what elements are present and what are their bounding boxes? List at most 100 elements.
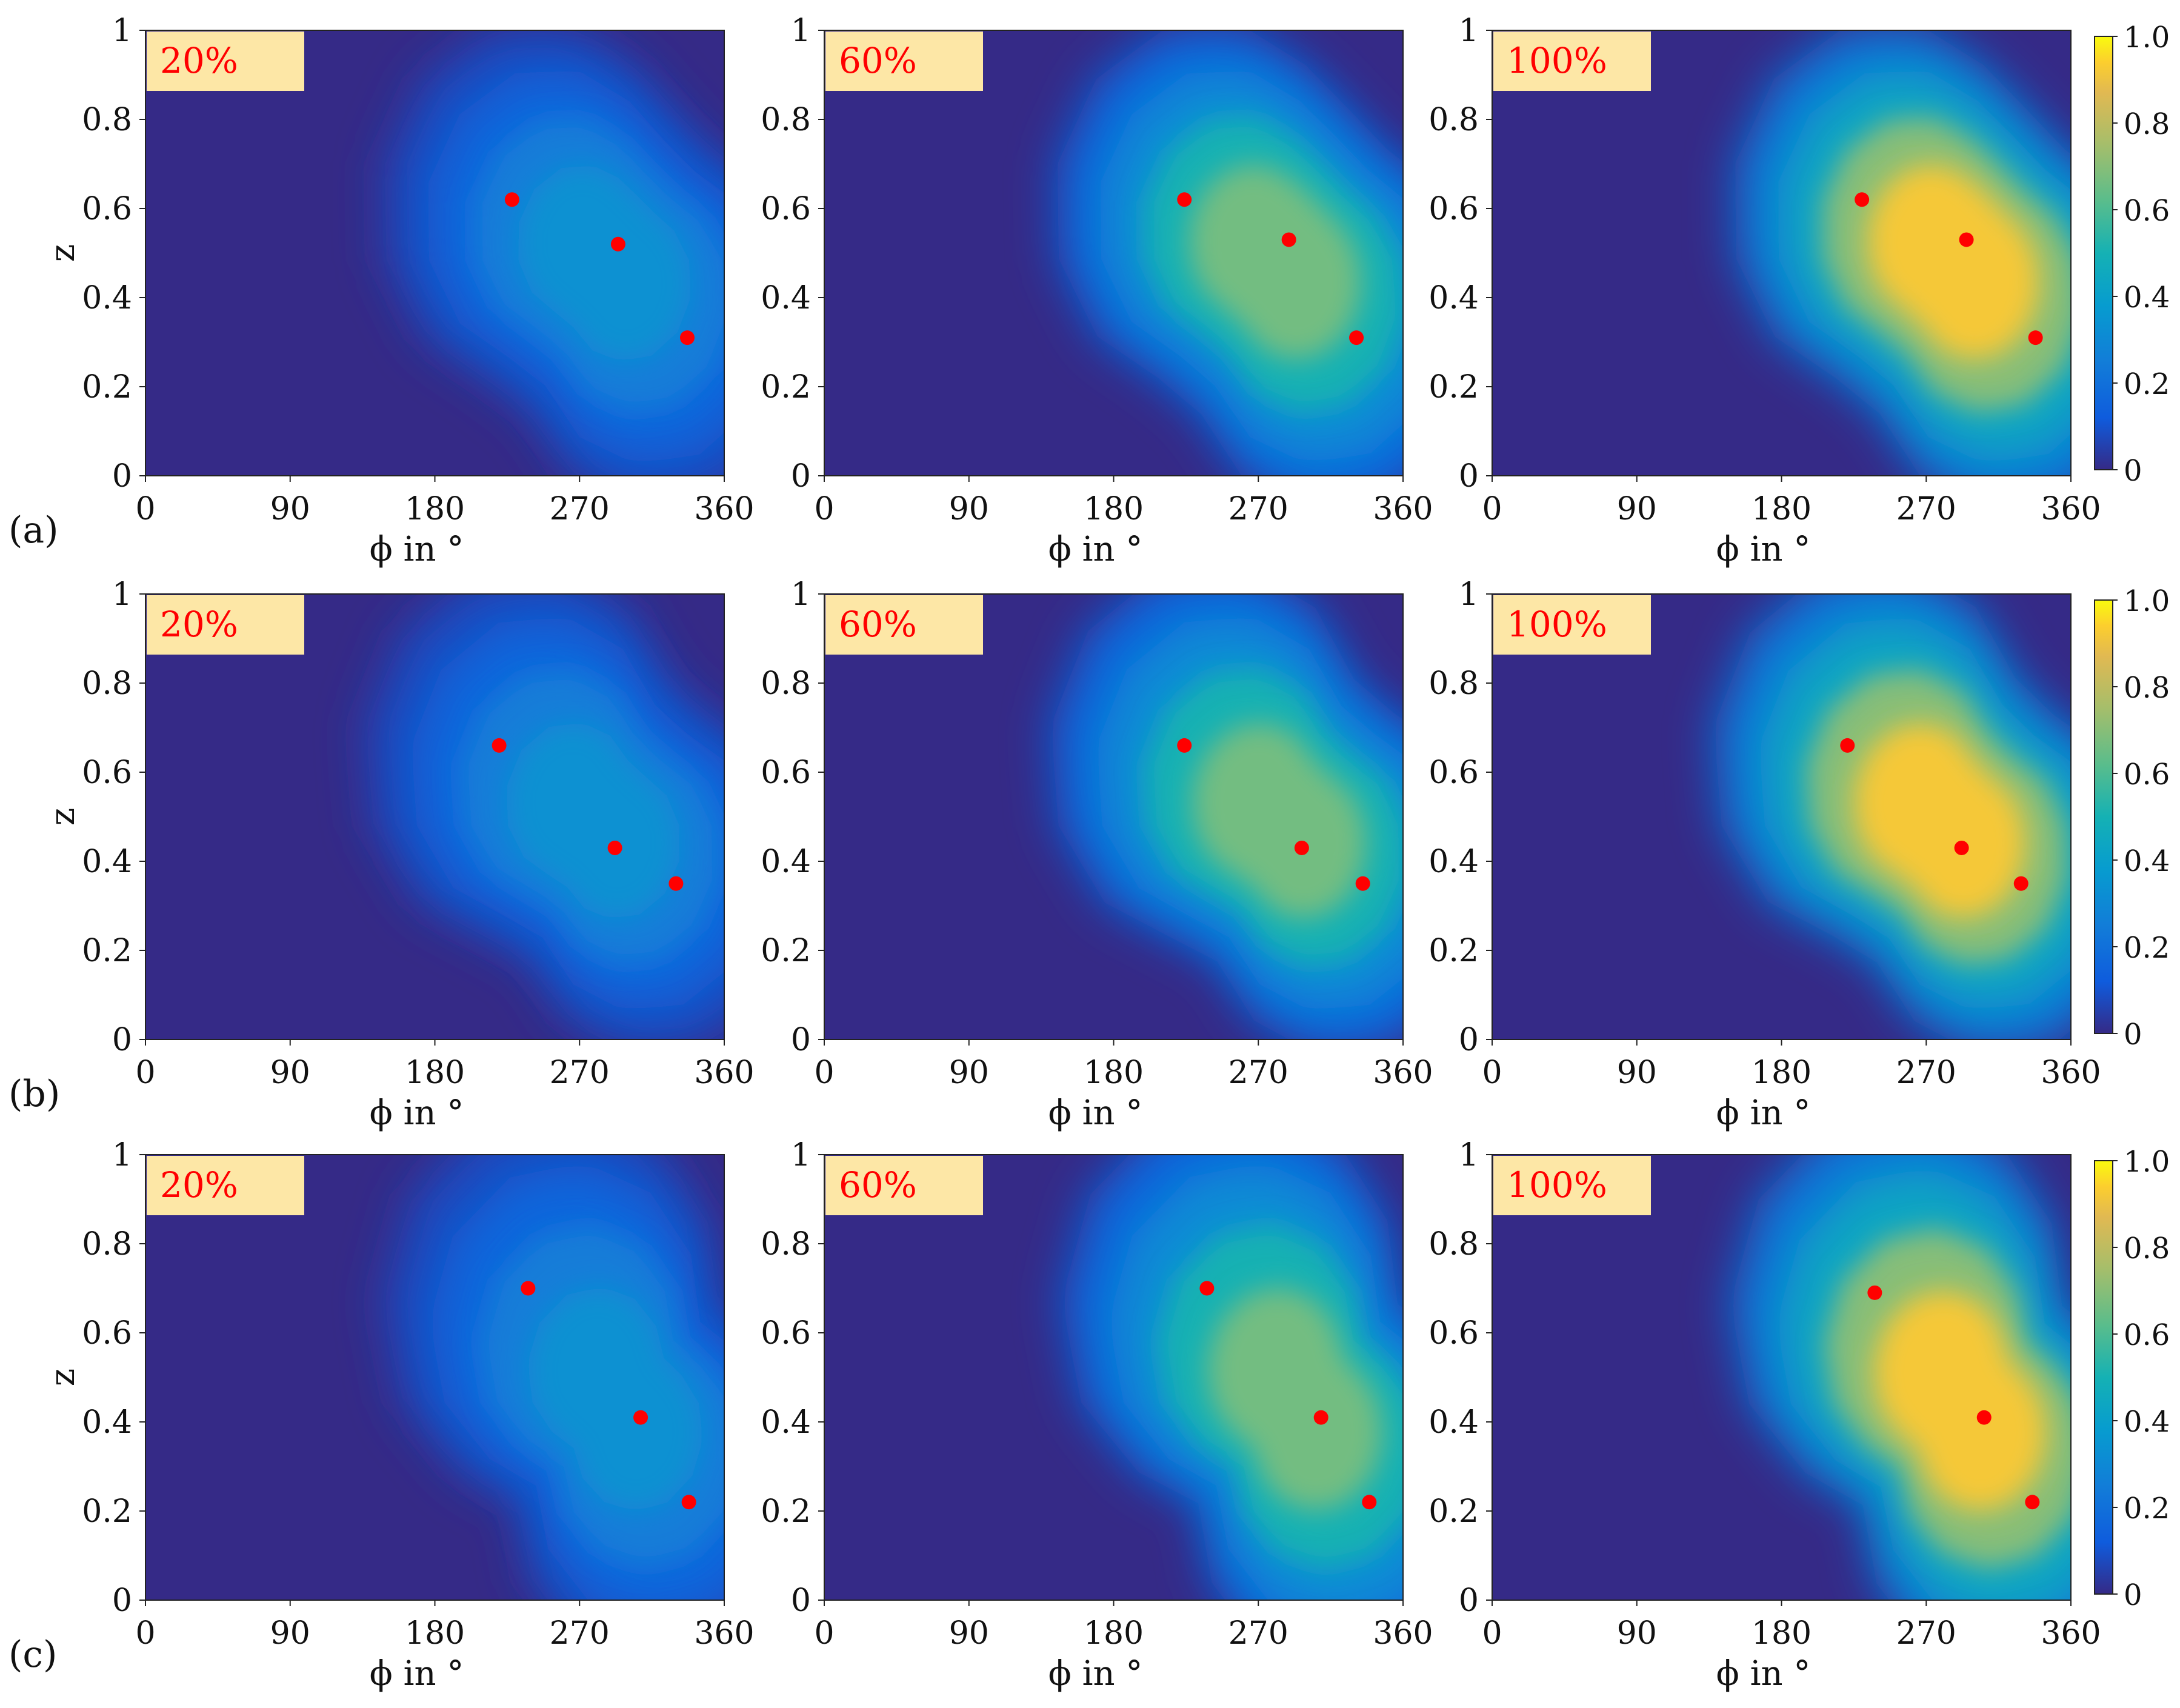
heat-field — [1061, 1155, 1403, 1600]
x-tick-label: 0 — [1482, 1615, 1502, 1652]
colorbar-gradient — [2094, 36, 2113, 470]
x-tick-label: 0 — [1482, 491, 1502, 527]
load-badge-label: 20% — [160, 40, 238, 81]
x-tick-label: 270 — [550, 1055, 610, 1091]
marker-point-0 — [1177, 192, 1192, 207]
panel-r1c2: 0 0.2 0.4 0.6 0.8 1 0 90 180 270 360 ϕ in ° 100% — [1428, 576, 2101, 1133]
panel-r0c0: 0 0.2 0.4 0.6 0.8 1 0 90 180 270 360 ϕ in ° z 20% — [43, 13, 755, 569]
panel-r2c2: 0 0.2 0.4 0.6 0.8 1 0 90 180 270 360 ϕ in ° 100% — [1428, 1137, 2101, 1693]
heat-level-3 — [1189, 164, 1362, 361]
load-badge-label: 100% — [1507, 1164, 1607, 1206]
row-label: (a) — [8, 509, 59, 552]
heat-level-3 — [1207, 1286, 1384, 1512]
colorbar-tick-label: 0.8 — [2124, 1232, 2170, 1266]
heat-field — [1713, 594, 2071, 1039]
marker-point-0 — [1177, 738, 1192, 753]
y-tick-label: 0.2 — [761, 1493, 811, 1530]
colorbar-tick-label: 0.6 — [2124, 194, 2170, 228]
y-tick-label: 1 — [791, 576, 811, 613]
load-badge — [825, 595, 983, 655]
x-tick-label: 0 — [135, 1055, 155, 1091]
marker-point-0 — [492, 738, 507, 753]
x-tick-label: 0 — [1482, 1055, 1502, 1091]
colorbar-tick-label: 0.8 — [2124, 107, 2170, 141]
y-tick-label: 0 — [112, 1022, 132, 1058]
marker-point-0 — [504, 192, 519, 207]
colorbar-tick-label: 1.0 — [2124, 584, 2170, 618]
marker-point-1 — [1294, 840, 1309, 855]
x-tick-label: 270 — [550, 491, 610, 527]
heat-level-3 — [1192, 722, 1366, 919]
x-tick-label: 180 — [1084, 1055, 1144, 1091]
y-axis-label: z — [43, 1369, 82, 1387]
heat-level-3 — [506, 722, 679, 919]
heat-field — [365, 594, 724, 1039]
y-tick-label: 0.6 — [82, 1315, 132, 1352]
colorbar-row-1: 0 0.2 0.4 0.6 0.8 1.0 — [2094, 584, 2170, 1052]
y-tick-label: 1 — [791, 1137, 811, 1173]
x-tick-label: 90 — [949, 1055, 989, 1091]
y-tick-label: 0.4 — [82, 280, 132, 316]
y-tick-label: 1 — [112, 13, 132, 49]
y-tick-label: 0.6 — [761, 1315, 811, 1352]
row-label: (b) — [8, 1073, 60, 1115]
colorbar-tick-label: 1.0 — [2124, 21, 2170, 55]
marker-point-0 — [1855, 192, 1870, 207]
load-badge — [147, 32, 304, 91]
x-tick-label: 360 — [1373, 1055, 1433, 1091]
heat-field — [1735, 30, 2071, 476]
x-tick-label: 270 — [1896, 1055, 1956, 1091]
y-tick-label: 0.6 — [761, 755, 811, 791]
marker-point-1 — [607, 840, 622, 855]
load-badge — [1493, 1156, 1651, 1215]
x-axis-label: ϕ in ° — [1048, 1093, 1143, 1133]
row-2: 0 0.2 0.4 0.6 0.8 1 0 90 180 270 360 ϕ in ° z 20% 0 0.2… — [8, 1137, 2170, 1693]
y-tick-label: 0.2 — [1428, 369, 1479, 405]
x-tick-label: 180 — [1084, 1615, 1144, 1652]
y-tick-label: 0 — [1459, 1022, 1479, 1058]
y-tick-label: 0.6 — [82, 755, 132, 791]
heat-field — [384, 30, 724, 476]
heat-field — [1051, 594, 1403, 1039]
marker-point-2 — [668, 876, 684, 891]
x-tick-label: 360 — [694, 1615, 754, 1652]
y-tick-label: 0.2 — [761, 933, 811, 969]
y-tick-label: 1 — [1459, 576, 1479, 613]
y-tick-label: 0.4 — [761, 1404, 811, 1441]
colorbar-gradient — [2094, 599, 2113, 1034]
marker-point-1 — [1954, 840, 1969, 855]
y-tick-label: 0.4 — [82, 844, 132, 880]
heat-field — [1057, 30, 1403, 476]
x-tick-label: 180 — [1084, 491, 1144, 527]
colorbar-tick-label: 0.2 — [2124, 1492, 2170, 1526]
y-tick-label: 0.8 — [82, 102, 132, 138]
y-tick-label: 1 — [112, 1137, 132, 1173]
x-tick-label: 90 — [1617, 491, 1657, 527]
y-tick-label: 0.2 — [82, 1493, 132, 1530]
y-tick-label: 0.4 — [1428, 1404, 1479, 1441]
y-tick-label: 0.8 — [1428, 1226, 1479, 1263]
marker-point-0 — [521, 1281, 536, 1296]
x-tick-label: 180 — [1752, 491, 1812, 527]
x-tick-label: 180 — [1752, 1615, 1812, 1652]
marker-point-1 — [610, 236, 625, 252]
y-tick-label: 0.4 — [82, 1404, 132, 1441]
x-tick-label: 360 — [2041, 1055, 2101, 1091]
panel-r0c1: 0 0.2 0.4 0.6 0.8 1 0 90 180 270 360 ϕ in ° 60% — [761, 13, 1433, 569]
colorbar-gradient — [2094, 1160, 2113, 1595]
x-tick-label: 180 — [405, 491, 465, 527]
x-tick-label: 0 — [135, 1615, 155, 1652]
colorbar-tick-label: 0 — [2124, 1578, 2142, 1612]
y-tick-label: 0.6 — [761, 191, 811, 227]
load-badge — [825, 1156, 983, 1215]
row-label: (c) — [8, 1633, 57, 1676]
x-axis-label: ϕ in ° — [1716, 1654, 1811, 1693]
colorbar-tick-label: 0.2 — [2124, 367, 2170, 401]
x-tick-label: 0 — [814, 491, 834, 527]
load-badge-label: 60% — [839, 1164, 917, 1206]
x-tick-label: 360 — [1373, 491, 1433, 527]
y-tick-label: 0.6 — [1428, 755, 1479, 791]
marker-point-1 — [1281, 232, 1296, 247]
x-tick-label: 360 — [694, 491, 754, 527]
